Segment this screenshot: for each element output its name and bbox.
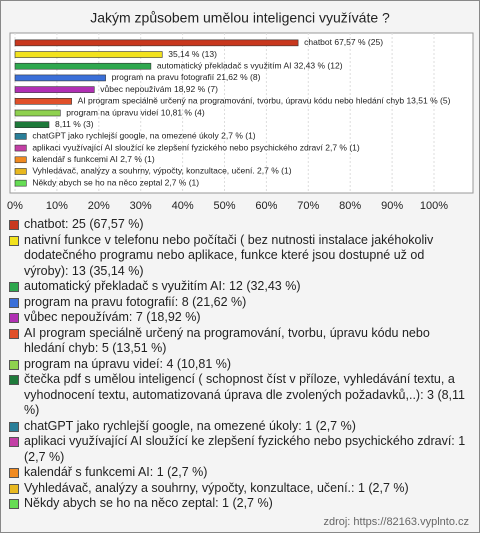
bar-label: 35,14 % (13) <box>168 49 217 59</box>
legend-label: aplikaci využívající AI sloužící ke zlep… <box>24 434 466 464</box>
bar-label: aplikaci využívající AI sloužící ke zlep… <box>32 142 360 152</box>
bar-label: program na úpravu videí 10,81 % (4) <box>66 107 205 117</box>
bar <box>14 51 163 58</box>
bar-label: program na pravu fotografií 21,62 % (8) <box>112 72 261 82</box>
legend-label: AI program speciálně určený na programov… <box>24 325 430 356</box>
bar-label: Vyhledávač, analýzy a souhrny, výpočty, … <box>32 166 291 176</box>
legend-label: automatický překladač s využitím AI: 12 … <box>24 279 301 293</box>
legend-swatch <box>9 359 19 370</box>
bar-label: chatbot 67,57 % (25) <box>304 37 383 47</box>
legend-item: Někdy abych se ho na něco zeptal: 1 (2,7… <box>9 496 471 512</box>
bar <box>14 86 95 93</box>
source: zdroj: https://82163.vyplnto.cz <box>323 516 469 528</box>
x-tick-label: 90% <box>381 200 403 212</box>
legend-label: chatbot: 25 (67,57 %) <box>24 217 144 231</box>
legend-label: program na pravu fotografií: 8 (21,62 %) <box>24 294 247 309</box>
bar-label: Někdy abych se ho na něco zeptal 2,7 % (… <box>32 177 199 187</box>
x-tick-label: 40% <box>172 200 194 212</box>
legend-swatch <box>9 235 19 246</box>
bar-label: chatGPT jako rychlejší google, na omezen… <box>32 131 255 141</box>
legend-item: Vyhledávač, analýzy a souhrny, výpočty, … <box>9 481 471 497</box>
legend-item: program na úpravu videí: 4 (10,81 %) <box>9 357 471 373</box>
bar <box>14 168 27 175</box>
legend-item: aplikaci využívající AI sloužící ke zlep… <box>9 434 471 465</box>
legend-item: nativní funkce v telefonu nebo počítači … <box>9 233 471 280</box>
legend-swatch <box>9 220 19 230</box>
legend-item: čtečka pdf s umělou inteligencí ( schopn… <box>9 372 471 419</box>
bar <box>14 62 152 70</box>
chart-title: Jakým způsobem umělou inteligenci využív… <box>90 10 390 26</box>
x-tick-label: 0% <box>7 200 23 212</box>
legend-label: Vyhledávač, analýzy a souhrny, výpočty, … <box>24 480 409 495</box>
legend-label: kalendář s funkcemi AI: 1 (2,7 %) <box>24 465 208 479</box>
legend-item: chatGPT jako rychlejší google, na omezen… <box>9 419 471 435</box>
legend: chatbot: 25 (67,57 %) nativní funkce v te… <box>9 217 471 512</box>
legend-swatch <box>9 421 19 432</box>
bar-label: 8,11 % (3) <box>55 119 94 129</box>
bar-label: AI program speciálně určený na programov… <box>78 96 451 106</box>
legend-label: chatGPT jako rychlejší google, na omezen… <box>24 418 356 433</box>
bar <box>14 156 27 164</box>
legend-swatch <box>9 313 19 323</box>
bar <box>14 109 61 117</box>
bar <box>14 39 299 47</box>
bar-label: vůbec nepoužívám 18,92 % (7) <box>100 84 218 94</box>
bar-label: automatický překladač s využitím AI 32,4… <box>157 60 343 70</box>
x-tick-label: 50% <box>213 200 235 212</box>
legend-item: vůbec nepoužívám: 7 (18,92 %) <box>9 310 471 326</box>
x-tick-label: 20% <box>88 200 110 212</box>
plot-area <box>9 32 474 194</box>
bar-label: kalendář s funkcemi AI 2,7 % (1) <box>32 154 155 164</box>
bar <box>14 74 106 82</box>
bar <box>14 121 50 128</box>
legend-swatch <box>9 375 19 385</box>
legend-label: program na úpravu videí: 4 (10,81 %) <box>24 356 232 371</box>
legend-item: automatický překladač s využitím AI: 12 … <box>9 279 471 295</box>
legend-swatch <box>9 297 19 308</box>
x-tick-label: 70% <box>297 200 319 212</box>
bar <box>14 98 72 105</box>
x-tick-label: 100% <box>420 200 448 212</box>
legend-label: nativní funkce v telefonu nebo počítači … <box>24 232 434 278</box>
legend-item: program na pravu fotografií: 8 (21,62 %) <box>9 295 471 311</box>
legend-swatch <box>9 468 19 478</box>
x-tick-label: 30% <box>130 200 152 212</box>
chart: Jakým způsobem umělou inteligenci využív… <box>7 10 474 212</box>
bar <box>14 179 27 187</box>
bar <box>14 133 27 140</box>
legend-item: AI program speciálně určený na programov… <box>9 326 471 357</box>
legend-swatch <box>9 328 19 339</box>
legend-label: čtečka pdf s umělou inteligencí ( schopn… <box>24 372 466 417</box>
x-tick-label: 10% <box>46 200 68 212</box>
legend-swatch <box>9 282 19 292</box>
legend-label: vůbec nepoužívám: 7 (18,92 %) <box>24 310 201 324</box>
legend-item: kalendář s funkcemi AI: 1 (2,7 %) <box>9 465 471 481</box>
legend-swatch <box>9 499 19 509</box>
legend-swatch <box>9 437 19 447</box>
x-tick-label: 60% <box>255 200 277 212</box>
x-tick-label: 80% <box>339 200 361 212</box>
bar <box>14 144 27 152</box>
legend-swatch <box>9 483 19 494</box>
legend-label: Někdy abych se ho na něco zeptal: 1 (2,7… <box>24 496 273 510</box>
legend-item: chatbot: 25 (67,57 %) <box>9 217 471 233</box>
